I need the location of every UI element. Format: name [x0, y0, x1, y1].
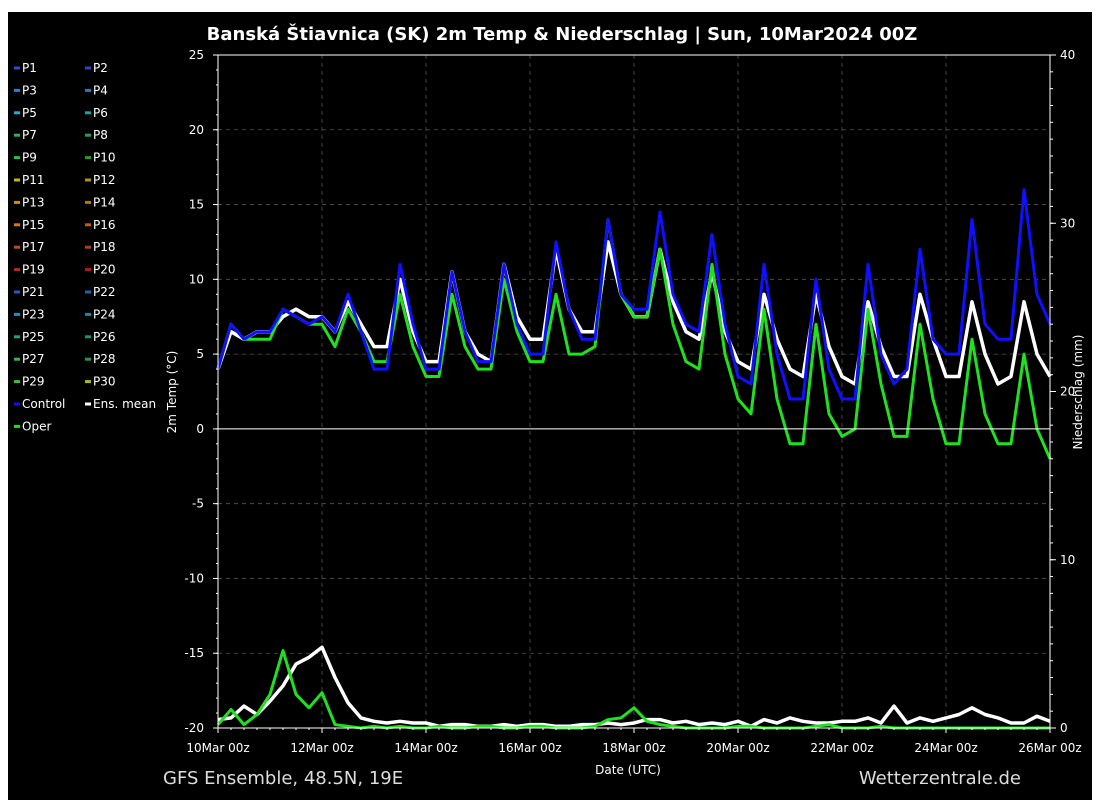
legend-entry: P29: [22, 375, 45, 389]
x-tick-label: 12Mar 00z: [290, 741, 353, 755]
legend-entry: P3: [22, 83, 37, 97]
legend-entry: P19: [22, 263, 45, 277]
y2-tick-label: 10: [1060, 553, 1075, 567]
legend-entry: P21: [22, 285, 45, 299]
legend-entry: P16: [93, 218, 116, 232]
x-tick-label: 24Mar 00z: [914, 741, 977, 755]
legend-entry: P6: [93, 106, 108, 120]
legend-entry: P20: [93, 263, 116, 277]
x-tick-label: 20Mar 00z: [706, 741, 769, 755]
legend-entry: P28: [93, 352, 116, 366]
legend-entry: P18: [93, 240, 116, 254]
y-tick-label: -5: [192, 497, 204, 511]
legend-entry: P15: [22, 218, 45, 232]
footer-source: GFS Ensemble, 48.5N, 19E: [163, 768, 403, 789]
legend-entry: P7: [22, 128, 37, 142]
legend-entry: P24: [93, 307, 116, 321]
grid-lines: [217, 54, 1051, 729]
series-line-temp-oper: [216, 218, 1052, 460]
y-tick-label: 0: [196, 422, 204, 436]
legend-entry: Oper: [22, 419, 51, 433]
x-tick-label: 22Mar 00z: [810, 741, 873, 755]
legend-entry: P12: [93, 173, 116, 187]
y-tick-label: -15: [184, 646, 204, 660]
ensemble-chart: Banská Štiavnica (SK) 2m Temp & Niedersc…: [14, 23, 1085, 789]
y-axis-right: 40 30 20 10 0: [1050, 48, 1075, 735]
legend-entry: P27: [22, 352, 45, 366]
y-tick-label: 25: [189, 48, 204, 62]
temp-series: [216, 188, 1052, 460]
series-line-precip-ens-mean: [217, 645, 1051, 729]
x-tick-label: 26Mar 00z: [1018, 741, 1081, 755]
legend-entry: P22: [93, 285, 116, 299]
legend-entry: P13: [22, 195, 45, 209]
y-tick-label: 5: [196, 347, 204, 361]
legend-entry: P17: [22, 240, 45, 254]
legend-entry: P25: [22, 330, 45, 344]
y-tick-label: 15: [189, 198, 204, 212]
legend-entry: P5: [22, 106, 37, 120]
y-tick-label: -10: [184, 571, 204, 585]
x-tick-label: 10Mar 00z: [186, 741, 249, 755]
legend-entry: P4: [93, 83, 108, 97]
x-tick-label: 18Mar 00z: [602, 741, 665, 755]
y2-axis-label: Niederschlag (mm): [1071, 335, 1085, 450]
footer-site: Wetterzentrale.de: [859, 768, 1021, 789]
y-tick-label: 10: [189, 272, 204, 286]
legend-entry: P2: [93, 61, 108, 75]
legend-entry: P9: [22, 151, 37, 165]
legend-entry: P1: [22, 61, 37, 75]
y-tick-label: -20: [184, 721, 204, 735]
legend-entry: P14: [93, 195, 116, 209]
y-axis-label: 2m Temp (°C): [165, 351, 179, 434]
legend-entry: Ens. mean: [93, 397, 156, 411]
x-tick-label: 16Mar 00z: [498, 741, 561, 755]
y-axis-left: 25 20 15 10 5 0 -5 -10 -15 -20: [184, 48, 218, 735]
y2-tick-label: 0: [1060, 721, 1068, 735]
chart-title: Banská Štiavnica (SK) 2m Temp & Niedersc…: [207, 23, 918, 45]
legend-entry: P11: [22, 173, 45, 187]
legend-entry: P8: [93, 128, 108, 142]
x-tick-label: 14Mar 00z: [394, 741, 457, 755]
y2-tick-label: 30: [1060, 216, 1075, 230]
legend: P1 P2 P3 P4 P5 P6 P7 P8 P9 P10 P11 P12 P13 P14 P15 P16 P…: [14, 61, 156, 433]
x-axis: 10Mar 00z 12Mar 00z 14Mar 00z 16Mar 00z 18Ma…: [186, 728, 1082, 755]
y-tick-label: 20: [189, 123, 204, 137]
x-axis-label: Date (UTC): [595, 763, 661, 777]
legend-entry: P26: [93, 330, 116, 344]
chart-frame: Banská Štiavnica (SK) 2m Temp & Niedersc…: [8, 12, 1092, 800]
legend-entry: P10: [93, 151, 116, 165]
legend-entry: Control: [22, 397, 65, 411]
y2-tick-label: 40: [1060, 48, 1075, 62]
series-line-temp-control: [216, 188, 1052, 401]
y2-tick-label: 20: [1060, 385, 1075, 399]
legend-entry: P23: [22, 307, 45, 321]
legend-entry: P30: [93, 375, 116, 389]
